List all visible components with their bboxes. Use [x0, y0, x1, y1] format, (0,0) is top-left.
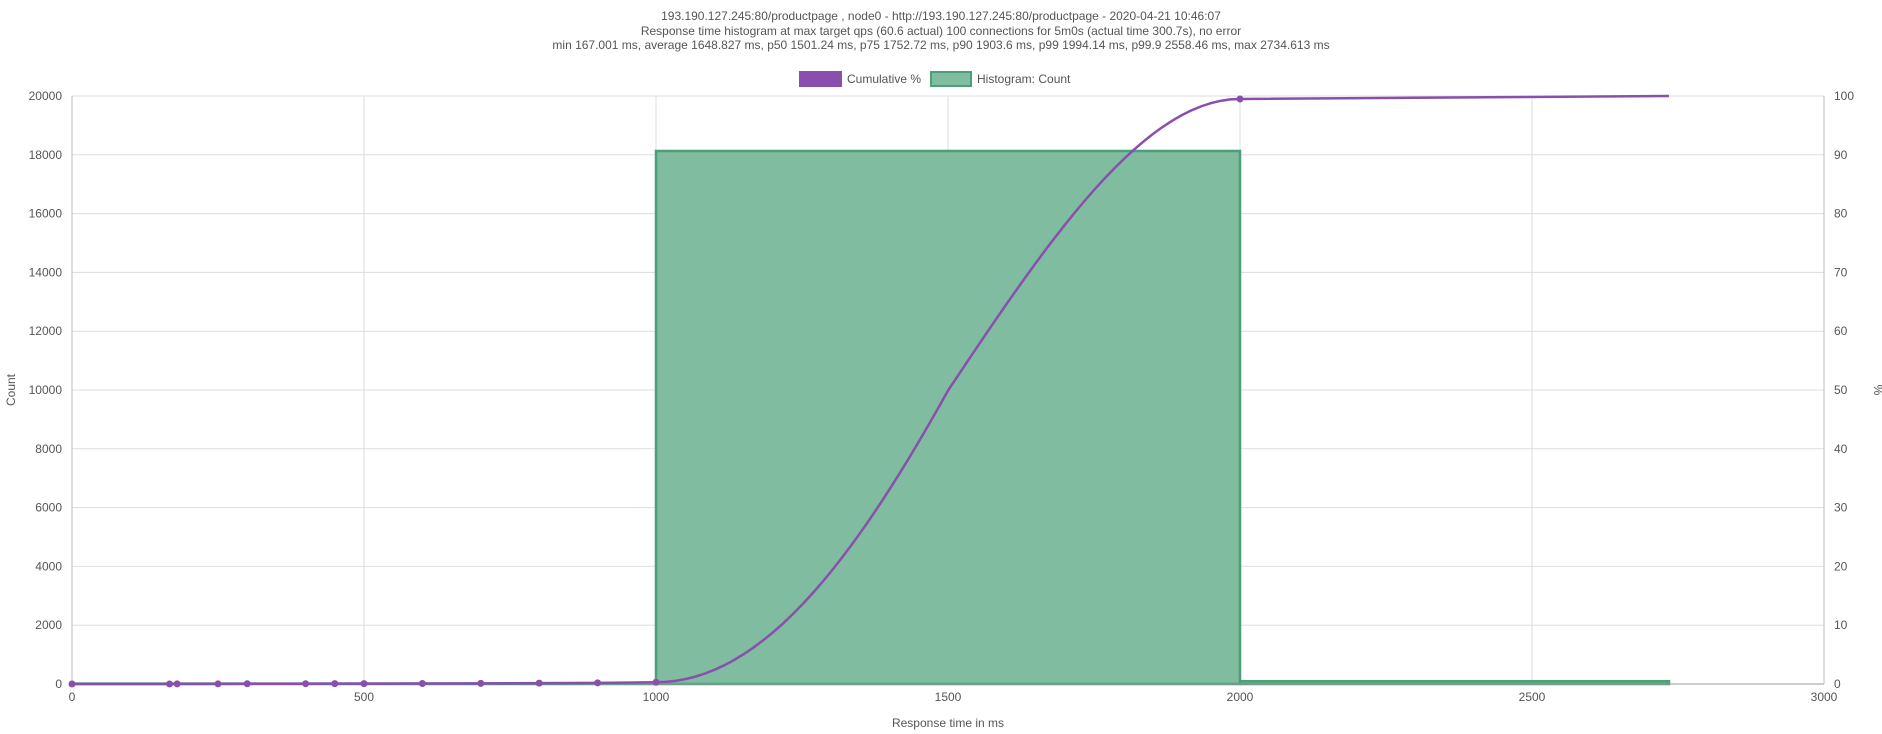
- y-axis-title: Count: [4, 373, 18, 406]
- cumulative-point[interactable]: [1236, 95, 1244, 103]
- chart-title-line-3: min 167.001 ms, average 1648.827 ms, p50…: [552, 38, 1329, 52]
- y-tick-label: 18000: [29, 148, 63, 162]
- cumulative-point[interactable]: [331, 680, 339, 688]
- cumulative-point[interactable]: [594, 679, 602, 687]
- y-tick-label: 2000: [35, 618, 62, 632]
- y2-tick-label: 80: [1834, 207, 1848, 221]
- y-tick-label: 4000: [35, 559, 62, 573]
- y2-tick-label: 40: [1834, 442, 1848, 456]
- x-tick-label: 1500: [935, 690, 962, 704]
- y-tick-label: 12000: [29, 324, 63, 338]
- y-tick-label: 20000: [29, 89, 63, 103]
- cumulative-point[interactable]: [173, 680, 181, 688]
- legend-swatch-histogram[interactable]: [930, 71, 972, 87]
- legend-label-histogram[interactable]: Histogram: Count: [977, 72, 1071, 86]
- y-tick-label: 8000: [35, 442, 62, 456]
- cumulative-point[interactable]: [302, 680, 310, 688]
- x-tick-label: 2500: [1519, 690, 1546, 704]
- x-tick-label: 3000: [1811, 690, 1838, 704]
- y-tick-label: 16000: [29, 207, 63, 221]
- cumulative-line-layer: [68, 94, 1670, 688]
- cumulative-point[interactable]: [535, 679, 543, 687]
- histogram-bars: [70, 149, 1671, 686]
- y2-tick-label: 10: [1834, 618, 1848, 632]
- cumulative-point[interactable]: [360, 680, 368, 688]
- y2-tick-label: 100: [1834, 89, 1854, 103]
- cumulative-point[interactable]: [214, 680, 222, 688]
- x-tick-label: 0: [69, 690, 76, 704]
- cumulative-point[interactable]: [166, 680, 174, 688]
- cumulative-point[interactable]: [243, 680, 251, 688]
- chart-legend[interactable]: Cumulative % Histogram: Count: [799, 71, 1071, 87]
- x-tick-label: 1000: [643, 690, 670, 704]
- y-tick-label: 0: [55, 677, 62, 691]
- tick-labels: 0200040006000800010000120001400016000180…: [29, 89, 1855, 704]
- y-tick-label: 14000: [29, 265, 63, 279]
- y2-tick-label: 60: [1834, 324, 1848, 338]
- cumulative-point[interactable]: [68, 680, 76, 688]
- chart-title-line-1: 193.190.127.245:80/productpage , node0 -…: [661, 9, 1221, 23]
- cumulative-point[interactable]: [652, 678, 660, 686]
- y2-tick-label: 50: [1834, 383, 1848, 397]
- chart-title-line-2: Response time histogram at max target qp…: [641, 24, 1241, 38]
- chart-title-block: 193.190.127.245:80/productpage , node0 -…: [552, 9, 1329, 52]
- cumulative-point[interactable]: [418, 680, 426, 688]
- y2-tick-label: 30: [1834, 501, 1848, 515]
- y2-tick-label: 70: [1834, 265, 1848, 279]
- y-tick-label: 6000: [35, 501, 62, 515]
- cumulative-point[interactable]: [477, 679, 485, 687]
- legend-swatch-cumulative[interactable]: [799, 71, 842, 87]
- y2-tick-label: 0: [1834, 677, 1841, 691]
- y2-tick-label: 20: [1834, 559, 1848, 573]
- y-tick-label: 10000: [29, 383, 63, 397]
- x-tick-label: 2000: [1227, 690, 1254, 704]
- histogram-bar[interactable]: [654, 149, 1242, 686]
- x-axis-title: Response time in ms: [892, 716, 1004, 730]
- x-tick-label: 500: [354, 690, 374, 704]
- y2-axis-title: %: [1871, 385, 1882, 396]
- y2-tick-label: 90: [1834, 148, 1848, 162]
- legend-label-cumulative[interactable]: Cumulative %: [847, 72, 921, 86]
